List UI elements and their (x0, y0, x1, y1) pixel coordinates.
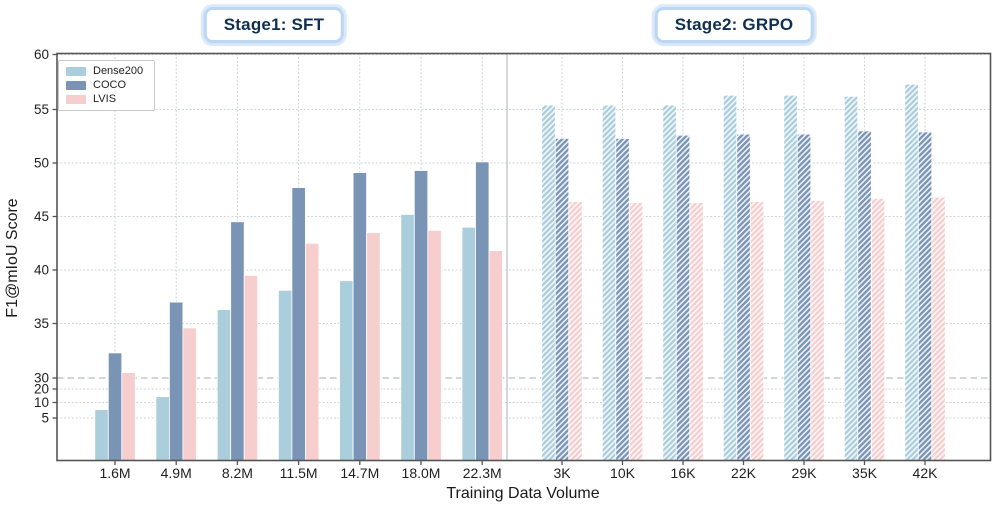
bar-hatch-overlay (810, 200, 825, 461)
legend-label: LVIS (93, 93, 117, 105)
bar-dense200-1.6M (94, 409, 109, 461)
bar-hatch-overlay (797, 134, 811, 461)
y-tick-label-30: 30 (34, 371, 49, 386)
bar-coco-14.7M (352, 172, 368, 461)
x-tick-label-10K: 10K (610, 465, 636, 481)
bar-hatch-overlay (689, 202, 704, 461)
x-axis-label: Training Data Volume (446, 485, 599, 502)
bar-hatch-overlay (904, 84, 919, 461)
bar-hatch-overlay (629, 202, 643, 461)
y-tick-label-40: 40 (34, 263, 49, 278)
bar-hatch-overlay (931, 197, 946, 461)
y-tick-label-10: 10 (34, 395, 49, 410)
panel-1-bars (94, 161, 503, 462)
bar-hatch-overlay (871, 198, 885, 461)
bar-hatch-overlay (736, 134, 751, 461)
legend-swatch-coco (66, 81, 86, 90)
x-tick-label-11.5M: 11.5M (280, 465, 318, 481)
x-tick-label-22K: 22K (731, 465, 757, 481)
y-tick-label-35: 35 (34, 316, 49, 331)
x-tick-label-22.3M: 22.3M (463, 465, 502, 481)
legend-swatch-dense200 (66, 67, 86, 76)
x-tick-label-8.2M: 8.2M (222, 465, 253, 481)
legend-swatch-lvis (66, 95, 86, 104)
legend-label: Dense200 (93, 65, 144, 77)
bar-hatch-overlay (918, 132, 932, 461)
bar-hatch-overlay (615, 138, 630, 461)
bar-dense200-11.5M (277, 289, 293, 461)
bar-coco-22.3M (475, 161, 490, 461)
y-axis-label: F1@mIoU Score (4, 198, 21, 317)
x-tick-label-35K: 35K (852, 465, 878, 481)
x-tick-label-14.7M: 14.7M (340, 465, 379, 481)
bar-lvis-14.7M (366, 232, 381, 461)
bar-coco-8.2M (230, 221, 245, 461)
legend: Dense200 COCO LVIS (58, 60, 156, 111)
legend-item-lvis: LVIS (66, 94, 143, 105)
x-tick-label-18.0M: 18.0M (402, 465, 441, 481)
x-tick-label-3K: 3K (553, 465, 571, 481)
reference-line (57, 53, 991, 461)
bar-dense200-18.0M (400, 213, 415, 461)
bar-coco-18.0M (413, 170, 429, 461)
legend-item-coco: COCO (66, 80, 143, 91)
bar-hatch-overlay (783, 95, 798, 461)
y-tick-label-60: 60 (34, 47, 49, 62)
x-tick-label-1.6M: 1.6M (99, 465, 130, 481)
y-tick-label-45: 45 (34, 209, 49, 224)
bar-hatch-overlay (750, 201, 764, 461)
bar-lvis-8.2M (243, 274, 259, 461)
stage1-title-badge: Stage1: SFT (203, 7, 345, 43)
y-tick-label-20: 20 (34, 382, 49, 397)
bar-hatch-overlay (541, 105, 556, 461)
bar-coco-1.6M (107, 352, 123, 461)
x-tick-label-29K: 29K (792, 465, 818, 481)
legend-label: COCO (93, 79, 126, 91)
bar-lvis-1.6M (121, 372, 136, 461)
bar-lvis-18.0M (427, 229, 442, 461)
bar-hatch-overlay (676, 135, 690, 461)
bar-hatch-overlay (602, 105, 616, 461)
x-tick-label-4.9M: 4.9M (161, 465, 192, 481)
axes-frame (56, 52, 992, 462)
bar-hatch-overlay (723, 95, 737, 461)
bar-dense200-14.7M (339, 280, 354, 461)
bars (94, 83, 946, 462)
bar-hatch-overlay (844, 96, 858, 461)
bar-coco-11.5M (291, 187, 306, 461)
bar-lvis-4.9M (182, 327, 197, 461)
bar-coco-4.9M (168, 301, 184, 461)
legend-item-dense200: Dense200 (66, 66, 143, 77)
panel-2-bars (541, 83, 946, 461)
y-tick-label-50: 50 (34, 156, 49, 171)
bar-lvis-22.3M (488, 250, 503, 461)
y-tick-label-5: 5 (41, 411, 49, 426)
plot-frame (56, 52, 992, 462)
bar-dense200-8.2M (216, 309, 232, 461)
y-tick-label-55: 55 (34, 102, 49, 117)
bar-dense200-22.3M (461, 226, 476, 461)
bar-lvis-11.5M (304, 242, 320, 462)
bar-hatch-overlay (857, 130, 872, 461)
bar-hatch-overlay (555, 138, 569, 461)
stage2-title-badge: Stage2: GRPO (654, 7, 814, 43)
bar-hatch-overlay (662, 105, 677, 461)
bar-dense200-4.9M (155, 396, 170, 461)
x-tick-label-16K: 16K (671, 465, 697, 481)
x-tick-label-42K: 42K (913, 465, 939, 481)
bar-hatch-overlay (568, 201, 583, 461)
